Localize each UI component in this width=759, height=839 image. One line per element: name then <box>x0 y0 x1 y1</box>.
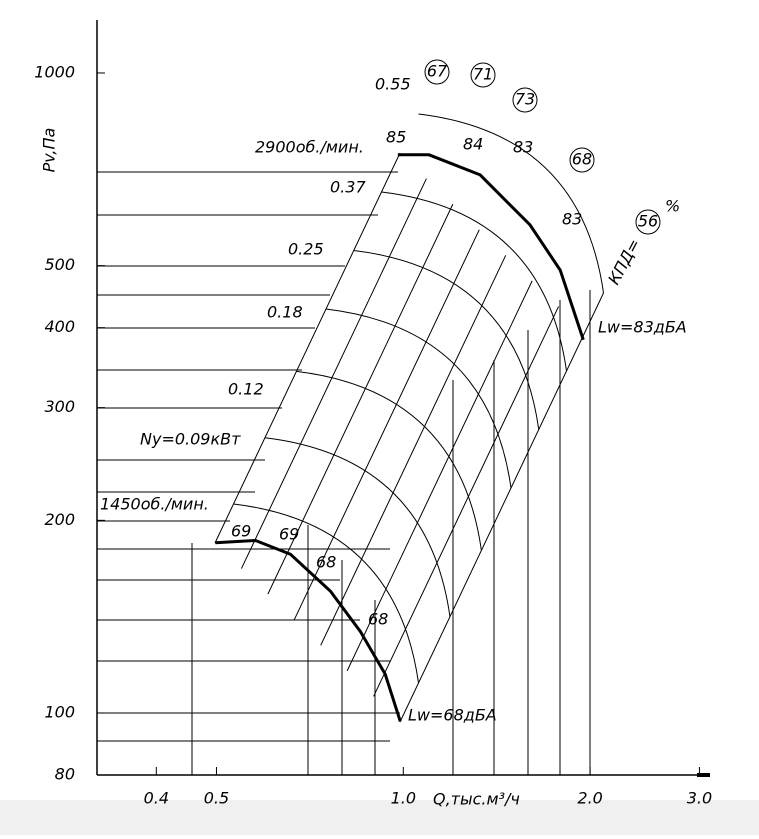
fan-curve <box>397 153 585 341</box>
x-tick-label: 0.5 <box>204 789 229 808</box>
x-tick-label: 1.0 <box>391 789 416 808</box>
power-arc <box>353 250 540 430</box>
annotation: 85 <box>386 128 406 147</box>
power-arc <box>296 370 482 551</box>
x-axis-label: Q,тыс.м³/ч <box>433 790 520 809</box>
power-arc <box>264 437 451 617</box>
circle-mark <box>512 87 538 113</box>
x-tick-label: 2.0 <box>577 789 602 808</box>
circle-mark <box>569 147 595 173</box>
annotation: 0.37 <box>330 178 366 197</box>
annotation: 73 <box>515 90 535 109</box>
diagonal-line <box>214 152 401 544</box>
power-arc <box>418 113 604 294</box>
annotation: 67 <box>427 62 448 81</box>
y-tick-label: 80 <box>55 765 75 784</box>
annotation: 68 <box>316 553 336 572</box>
diagonal-line <box>267 203 454 595</box>
circle-mark <box>470 62 496 88</box>
y-tick-label: 400 <box>44 317 75 336</box>
diagonal-line <box>373 306 560 697</box>
annotation: 68 <box>368 610 388 629</box>
x-tick-label: 0.4 <box>144 789 169 808</box>
y-axis-label: Pv,Па <box>40 128 59 173</box>
y-tick-label: 200 <box>44 510 75 529</box>
x-tick-label: 3.0 <box>687 789 712 808</box>
annotation: 0.55 <box>375 75 411 94</box>
fan-curve <box>215 538 402 722</box>
diagonal-line <box>293 229 480 620</box>
annotation: Lw=68дБА <box>408 706 497 725</box>
annotation: 0.25 <box>288 240 324 259</box>
annotation: Ny=0.09кВт <box>140 430 241 449</box>
nomogram <box>97 113 604 775</box>
annotation: 0.18 <box>267 303 303 322</box>
footer-strip <box>0 800 759 835</box>
diagonal-line <box>240 178 427 569</box>
circle-mark <box>424 59 450 85</box>
annotation: % <box>665 197 680 216</box>
annotation: 71 <box>473 65 493 84</box>
series-label: 1450об./мин. <box>100 495 209 514</box>
annotation: 68 <box>572 150 592 169</box>
annotation: 84 <box>463 135 483 154</box>
y-tick-label: 1000 <box>34 62 75 81</box>
power-arc <box>233 503 419 684</box>
annotation: 83 <box>513 138 533 157</box>
series-label: 2900об./мин. <box>255 138 364 157</box>
power-arc <box>381 191 567 372</box>
y-tick-label: 500 <box>44 255 75 274</box>
annotation: КПД= <box>604 235 644 287</box>
y-tick-label: 100 <box>44 702 75 721</box>
circle-mark <box>635 209 661 235</box>
power-arc <box>325 308 512 489</box>
annotation: 69 <box>231 522 251 541</box>
annotation: 69 <box>279 525 299 544</box>
y-tick-label: 300 <box>44 397 75 416</box>
annotation: 0.12 <box>228 380 264 399</box>
diagonal-line <box>320 255 507 646</box>
annotation: 56 <box>638 212 658 231</box>
diagonal-line <box>399 292 604 723</box>
annotation: 83 <box>562 210 582 229</box>
diagonal-line <box>346 280 533 672</box>
annotation: Lw=83дБА <box>598 318 687 337</box>
